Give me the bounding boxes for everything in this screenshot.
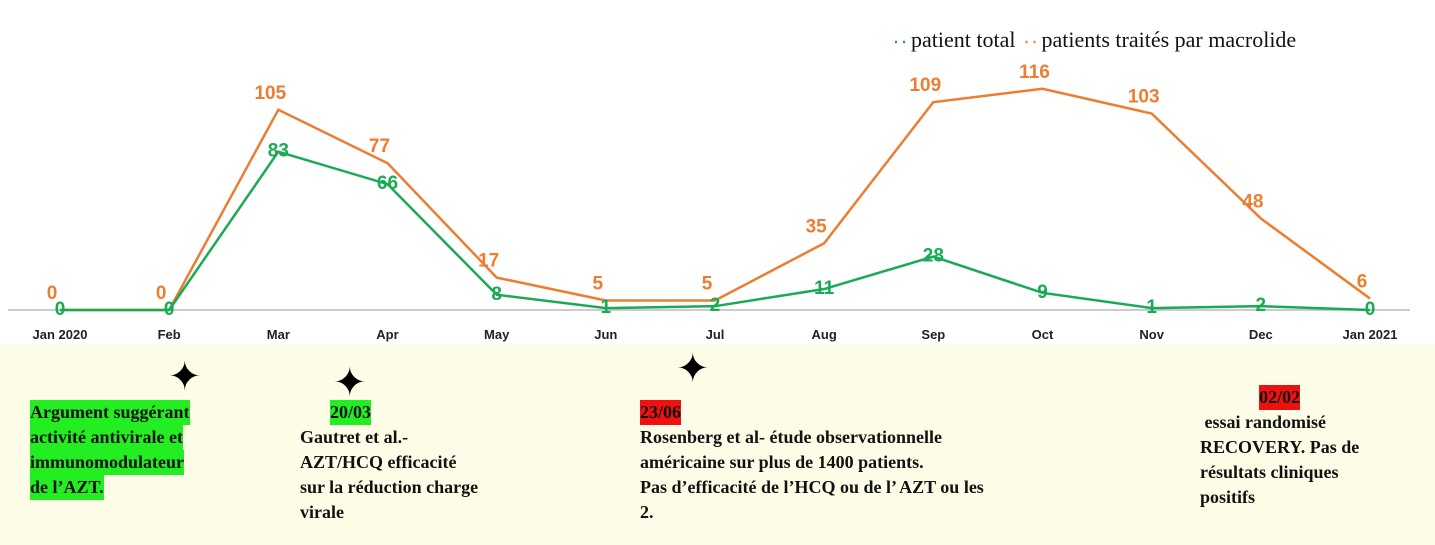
annotation-text: AZT/HCQ efficacité	[300, 452, 457, 472]
data-label: 5	[702, 273, 713, 294]
data-label: 35	[806, 216, 828, 237]
annotation-text: Argument suggérant	[30, 400, 190, 425]
x-tick-label: Jul	[706, 327, 725, 342]
data-label: 2	[710, 295, 721, 316]
annotation: 20/03 Gautret et al.- AZT/HCQ efficacité su…	[300, 400, 478, 525]
data-label: 1	[601, 297, 612, 318]
data-label: 103	[1128, 87, 1160, 108]
data-label: 105	[254, 83, 286, 104]
data-label: 1	[1146, 297, 1157, 318]
annotation-text: RECOVERY. Pas de	[1200, 437, 1360, 457]
data-label: 0	[156, 283, 167, 304]
x-tick-label: Nov	[1139, 327, 1164, 342]
annotation-text: résultats cliniques	[1200, 462, 1339, 482]
annotation: Argument suggérant activité antivirale et…	[30, 400, 190, 500]
x-tick-label: Dec	[1249, 327, 1273, 342]
x-tick-label: Jan 2020	[33, 327, 88, 342]
data-label: 116	[1019, 62, 1050, 83]
annotation-text: américaine sur plus de 1400 patients.	[640, 452, 924, 472]
data-label: 0	[47, 283, 58, 304]
annotation-date: 20/03	[330, 400, 372, 425]
data-label: 5	[593, 273, 604, 294]
star: ✦	[333, 360, 367, 406]
data-label: 109	[909, 75, 941, 96]
x-tick-label: Feb	[158, 327, 181, 342]
x-tick-label: Sep	[921, 327, 945, 342]
data-label: 77	[369, 136, 390, 157]
annotation-text: Pas d’efficacité de l’HCQ ou de l’ AZT o…	[640, 477, 984, 497]
data-label: 6	[1357, 272, 1368, 293]
data-label: 11	[814, 278, 835, 299]
annotation-text: de l’AZT.	[30, 475, 104, 500]
annotation-date: 23/06	[640, 400, 682, 425]
annotation-text: essai randomisé	[1200, 412, 1327, 432]
x-tick-label: Mar	[267, 327, 290, 342]
annotation-text: activité antivirale et	[30, 425, 183, 450]
x-tick-label: May	[484, 327, 510, 342]
annotation-text: 2.	[640, 502, 654, 522]
x-tick-label: Apr	[376, 327, 398, 342]
x-tick-label: Oct	[1032, 327, 1054, 342]
data-label: 8	[491, 284, 502, 305]
data-label: 66	[377, 173, 398, 194]
annotation-text: immunomodulateur	[30, 450, 185, 475]
x-tick-label: Aug	[812, 327, 837, 342]
data-label: 17	[478, 251, 499, 272]
line	[60, 150, 1371, 312]
annotation-text: virale	[300, 502, 344, 522]
x-tick-label: Jun	[594, 327, 617, 342]
data-label: 2	[1256, 295, 1267, 316]
annotation: 02/02 essai randomisé RECOVERY. Pas de rés…	[1200, 385, 1359, 510]
data-label: 9	[1037, 282, 1048, 303]
data-label: 28	[923, 246, 944, 267]
annotation: 23/06 Rosenberg et al- étude observationn…	[640, 400, 984, 525]
star: ✦	[168, 354, 202, 400]
legend-label: patients traités par macrolide	[1041, 27, 1296, 52]
line	[60, 87, 1371, 312]
annotation-text: positifs	[1200, 487, 1256, 507]
chart: Jan 2020 Feb Mar Apr May Jun Jul Aug Sep Oct Nov De…	[8, 27, 1410, 342]
data-label: 83	[268, 141, 289, 162]
annotation-text: Gautret et al.-	[300, 427, 409, 447]
data-label: 48	[1242, 191, 1263, 212]
annotation-text: Rosenberg et al- étude observationnelle	[640, 427, 942, 447]
data-label: 0	[1365, 299, 1376, 320]
star: ✦	[676, 346, 710, 392]
timeline-panel: ✦ ✦ ✦ Argument suggérant activité antivir…	[0, 345, 1435, 545]
data-label: 0	[164, 299, 175, 320]
annotation-text: sur la réduction charge	[300, 477, 479, 497]
data-label: 0	[55, 299, 66, 320]
x-tick-label: Jan 2021	[1343, 327, 1398, 342]
legend-label: patient total	[911, 27, 1015, 52]
annotation-date: 02/02	[1259, 385, 1301, 410]
